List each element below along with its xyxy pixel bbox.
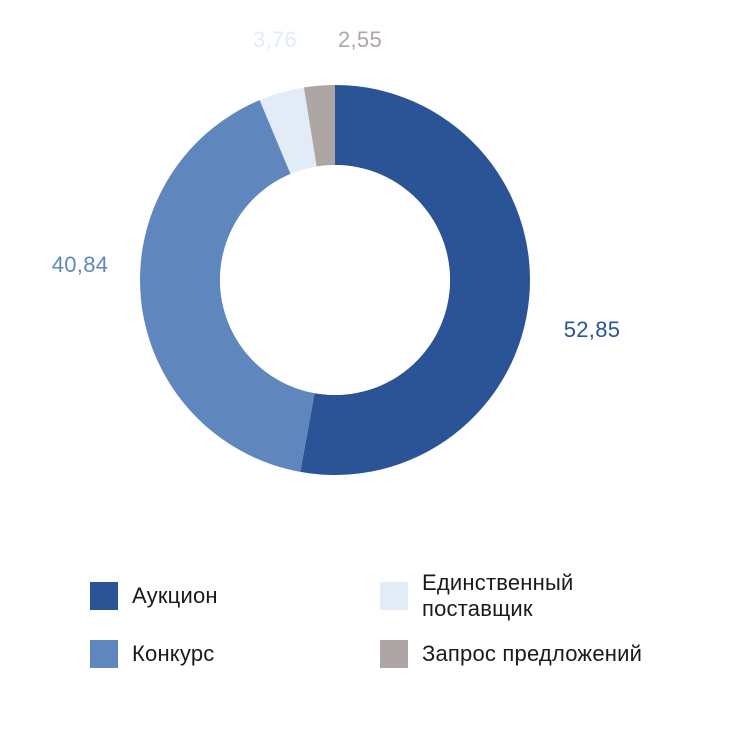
slice-value-label: 40,84 bbox=[52, 252, 109, 278]
legend-item-auction: Аукцион bbox=[90, 570, 370, 622]
donut-hole bbox=[220, 165, 450, 395]
donut-chart: 52,85 40,84 3,76 2,55 bbox=[0, 0, 750, 560]
legend-label: Аукцион bbox=[132, 583, 218, 609]
slice-value-label: 52,85 bbox=[564, 317, 621, 343]
donut-svg bbox=[0, 0, 750, 560]
legend-item-rfp: Запрос предложений bbox=[380, 640, 660, 668]
legend-label: Запрос предложений bbox=[422, 641, 642, 667]
slice-value-label: 3,76 bbox=[253, 27, 297, 53]
legend-swatch bbox=[380, 640, 408, 668]
legend-swatch bbox=[380, 582, 408, 610]
legend: Аукцион Единственный поставщик Конкурс З… bbox=[90, 570, 660, 668]
legend-label: Конкурс bbox=[132, 641, 214, 667]
legend-swatch bbox=[90, 582, 118, 610]
legend-item-competition: Конкурс bbox=[90, 640, 370, 668]
slice-value-label: 2,55 bbox=[338, 27, 382, 53]
legend-label: Единственный поставщик bbox=[422, 570, 660, 622]
legend-item-single-supplier: Единственный поставщик bbox=[380, 570, 660, 622]
legend-swatch bbox=[90, 640, 118, 668]
